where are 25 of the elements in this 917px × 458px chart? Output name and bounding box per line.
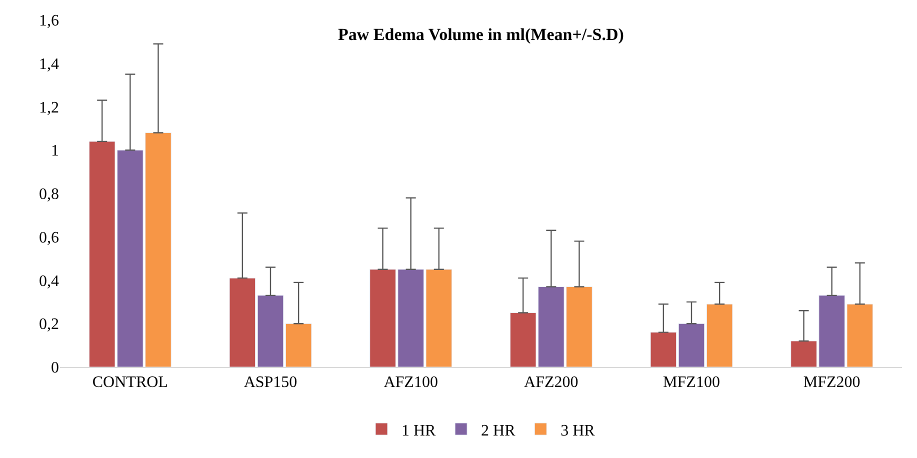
- x-tick-label: ASP150: [244, 374, 298, 392]
- y-tick-label: 1: [51, 142, 59, 160]
- legend-label: 1 HR: [402, 422, 436, 440]
- y-tick-label: 0,6: [39, 229, 59, 246]
- bar: [285, 323, 312, 367]
- y-tick-label: 1,2: [39, 99, 59, 116]
- y-tick-label: 1,6: [39, 12, 59, 30]
- legend-label: 2 HR: [481, 422, 516, 440]
- legend-label: 3 HR: [560, 422, 596, 440]
- bar: [257, 295, 284, 367]
- x-tick-label: AFZ200: [524, 374, 578, 392]
- x-tick-label: MFZ200: [803, 374, 860, 392]
- x-tick-label: MFZ100: [663, 374, 720, 392]
- x-tick-label: CONTROL: [92, 374, 168, 392]
- y-tick-label: 0,4: [39, 272, 59, 290]
- bar: [650, 332, 677, 367]
- bar: [229, 278, 256, 367]
- chart-title: Paw Edema Volume in ml(Mean+/-S.D): [338, 25, 624, 44]
- x-tick-label: AFZ100: [384, 374, 438, 392]
- bar: [678, 323, 705, 367]
- bar: [706, 304, 733, 367]
- y-tick-label: 0,8: [39, 186, 59, 204]
- y-tick-label: 0,2: [39, 316, 59, 334]
- y-tick-label: 1,4: [39, 56, 59, 73]
- y-tick-label: 0: [51, 360, 59, 377]
